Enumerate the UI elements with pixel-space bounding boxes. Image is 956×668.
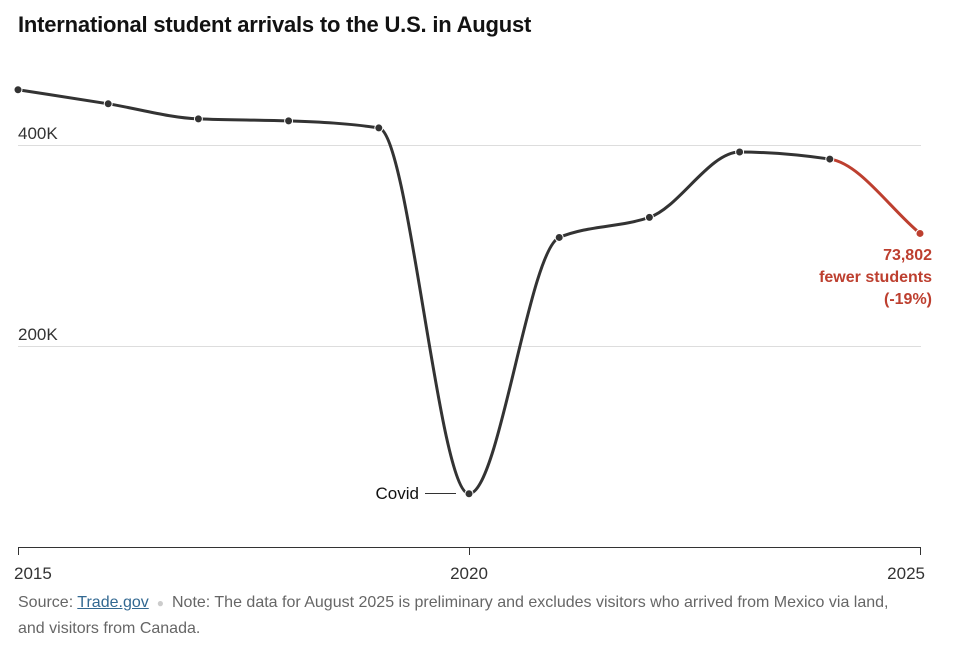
footnote: Note: The data for August 2025 is prelim… [18,594,889,637]
data-points [13,85,925,499]
x-tick-label: 2020 [450,564,488,583]
source-label: Source: [18,594,74,611]
data-point-2023 [735,147,745,157]
line-chart: 400K 200K 2015 2020 2025 Covid 73,802 fe… [13,85,932,583]
x-tick-label: 2025 [887,564,925,583]
callout-value: 73,802 [883,247,932,264]
data-point-2024 [825,154,835,164]
data-point-2022 [644,212,654,222]
data-point-2025 [915,228,925,238]
x-tick-label: 2015 [14,564,52,583]
footer: Source: Trade.gov ● Note: The data for Aug… [18,590,918,641]
data-point-2019 [374,123,384,133]
data-point-2015 [13,85,23,95]
y-gridlines [18,145,921,347]
data-point-2020 [464,489,474,499]
data-point-2018 [284,116,294,126]
series-line-main [16,88,832,496]
source-link[interactable]: Trade.gov [77,594,149,611]
data-point-2017 [193,114,203,124]
data-point-2021 [554,232,564,242]
y-tick-label: 400K [18,124,58,143]
covid-annotation: Covid [376,484,419,503]
series-line-highlight [828,157,922,235]
callout-percent: (-19%) [884,291,932,308]
callout-text: fewer students [819,269,932,286]
separator-dot: ● [156,596,164,610]
y-tick-label: 200K [18,325,58,344]
chart-title: International student arrivals to the U.… [18,12,532,37]
data-point-2016 [103,99,113,109]
